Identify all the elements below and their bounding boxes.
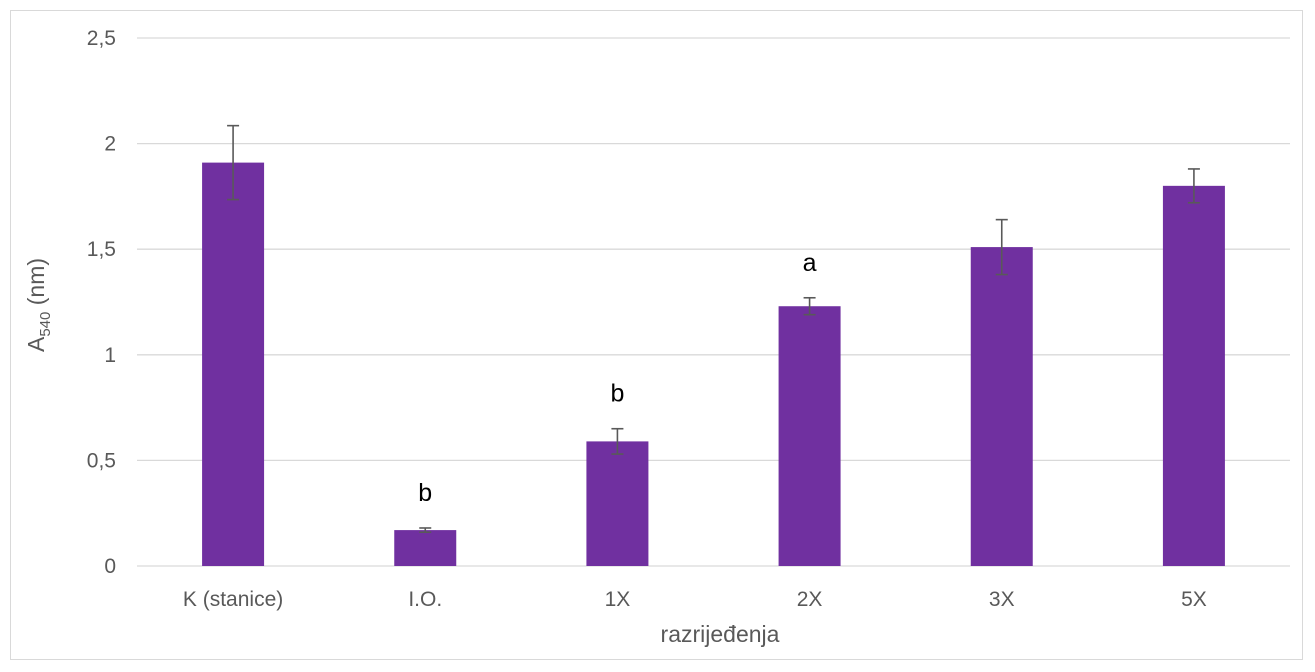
x-tick-label: K (stanice) xyxy=(183,588,283,611)
bar xyxy=(778,306,841,566)
significance-labels: b b a xyxy=(418,249,816,507)
x-tick-label: I.O. xyxy=(408,588,442,611)
significance-label: b xyxy=(418,479,432,507)
bar xyxy=(1162,185,1225,566)
x-tick-label: 5X xyxy=(1181,588,1207,611)
significance-label: a xyxy=(803,249,817,277)
error-bar xyxy=(803,296,816,316)
y-tick-label: 2,5 xyxy=(87,27,116,50)
y-axis-title-base: A xyxy=(23,336,49,352)
bar xyxy=(586,441,649,566)
y-tick-label: 1,5 xyxy=(87,238,116,261)
x-tick-labels: K (stanice) I.O. 1X 2X 3X 5X xyxy=(183,588,1207,611)
bar xyxy=(970,247,1033,566)
error-bar xyxy=(1187,168,1200,204)
error-bar xyxy=(995,218,1008,276)
y-axis-title: A540 (nm) xyxy=(23,258,54,352)
error-bars xyxy=(227,124,1200,534)
x-tick-label: 1X xyxy=(605,588,631,611)
significance-label: b xyxy=(610,380,624,408)
bars xyxy=(202,162,1225,566)
x-tick-label: 2X xyxy=(797,588,823,611)
error-bar xyxy=(419,527,432,534)
gridlines xyxy=(137,37,1290,567)
error-bar xyxy=(611,427,624,455)
error-bar xyxy=(227,124,240,201)
y-tick-label: 1 xyxy=(104,344,116,367)
y-tick-labels: 0 0,5 1 1,5 2 2,5 xyxy=(87,27,116,578)
y-tick-label: 0 xyxy=(104,555,116,578)
bar xyxy=(202,162,265,566)
bar xyxy=(394,530,457,566)
x-axis-title: razrijeđenja xyxy=(661,621,780,647)
y-axis-title-subscript: 540 xyxy=(37,312,54,337)
y-axis-title-suffix: (nm) xyxy=(23,258,49,312)
x-tick-label: 3X xyxy=(989,588,1015,611)
y-tick-label: 2 xyxy=(104,133,116,156)
y-tick-label: 0,5 xyxy=(87,449,116,472)
